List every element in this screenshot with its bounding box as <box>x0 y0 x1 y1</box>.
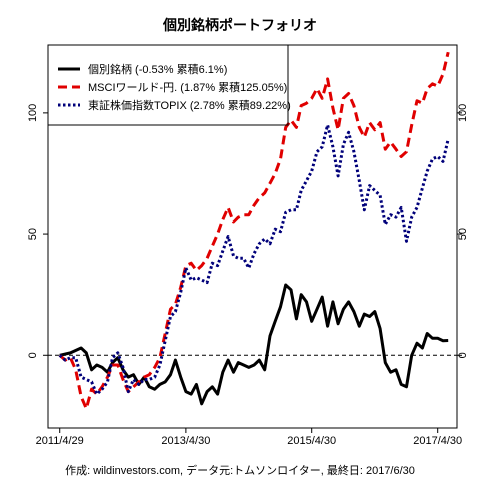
legend-label-2: MSCIワールド-円. (1.87% 累積125.05%) <box>88 80 287 94</box>
y-tick-label-right: 0 <box>457 352 469 358</box>
chart-title: 個別銘柄ポートフォリオ <box>162 17 317 33</box>
y-tick-label-right: 100 <box>457 104 469 122</box>
legend-label-1: 個別銘柄 (-0.53% 累積6.1%) <box>88 62 227 76</box>
x-tick-label: 2017/4/30 <box>413 435 462 447</box>
y-tick-label-left: 100 <box>27 104 39 122</box>
y-tick-label-left: 50 <box>27 228 39 240</box>
x-tick-label: 2015/4/30 <box>287 435 336 447</box>
source-caption: 作成: wildinvestors.com, データ元:トムソンロイター, 最終… <box>65 463 415 477</box>
series-line-2 <box>58 51 450 411</box>
legend: 個別銘柄 (-0.53% 累積6.1%) MSCIワールド-円. (1.87% 累… <box>47 44 291 126</box>
x-tick-label: 2011/4/29 <box>36 435 84 447</box>
series-line-1 <box>59 283 449 406</box>
legend-label-3: 東証株価指数TOPIX (2.78% 累積89.22%) <box>88 98 291 112</box>
series-line-3 <box>58 123 450 396</box>
y-tick-label-left: 0 <box>27 352 39 358</box>
plot-area: 0 0 50 50 100 100 2011/4/29 2013/4/30 2015/4/30 2… <box>27 44 469 447</box>
x-tick-label: 2013/4/30 <box>161 435 210 447</box>
y-tick-label-right: 50 <box>457 228 469 240</box>
legend-box <box>47 44 289 126</box>
